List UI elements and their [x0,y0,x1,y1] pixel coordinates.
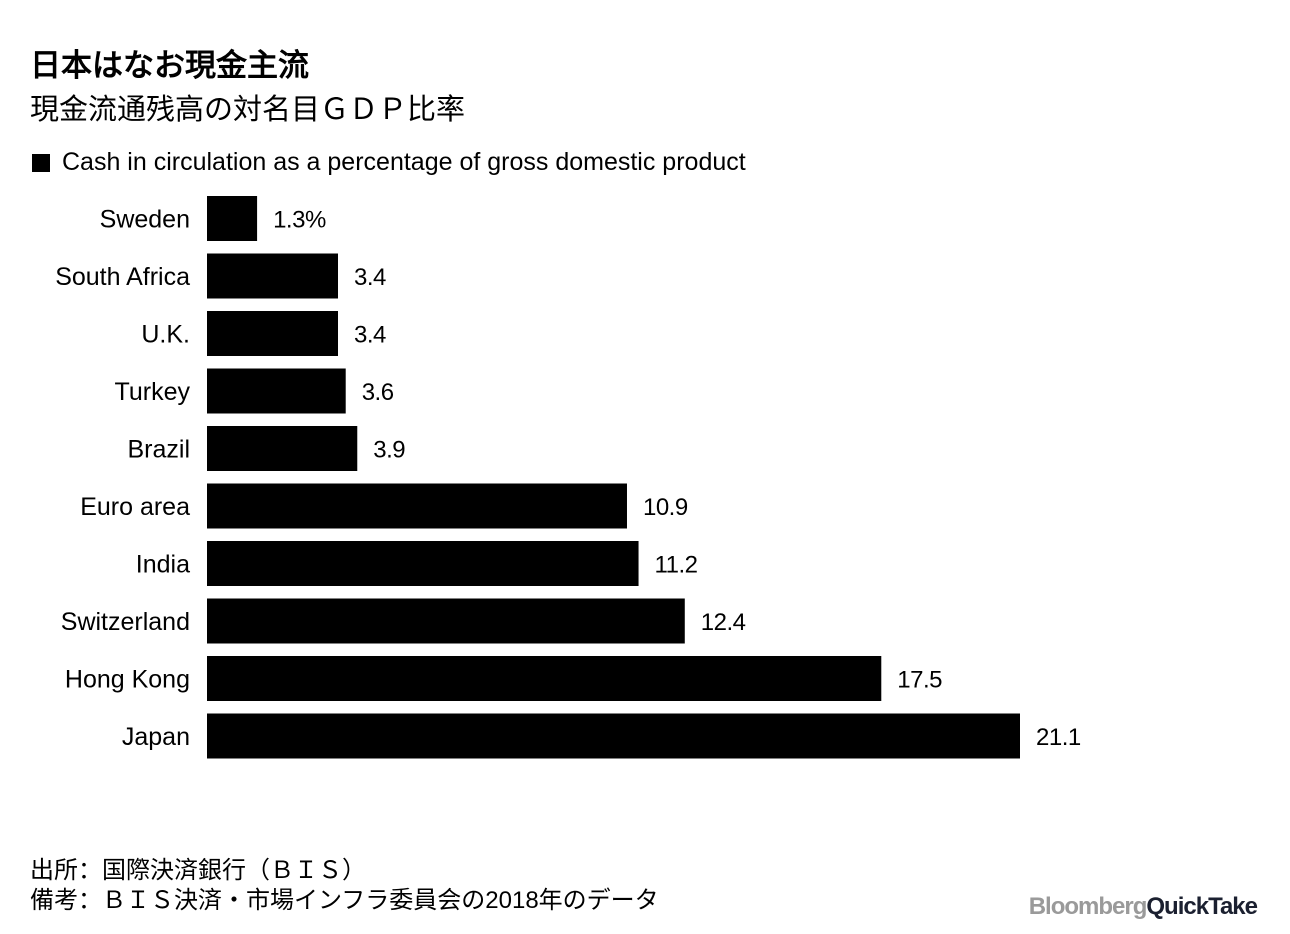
bar-9 [207,713,1020,759]
logo-quicktake: QuickTake [1146,893,1258,920]
data-label: 3.6 [362,379,394,406]
category-label: Euro area [80,493,190,521]
source-note: 出所：国際決済銀行（ＢＩＳ） [30,857,366,884]
category-label: U.K. [141,321,190,349]
bar-0 [207,196,258,241]
category-label: Sweden [100,206,190,234]
bar-8 [207,656,882,701]
category-label: Hong Kong [65,666,190,694]
legend-label: Cash in circulation as a percentage of g… [62,148,746,176]
bar-2 [207,311,339,356]
data-label: 21.1 [1036,724,1081,751]
data-label: 3.4 [354,322,386,349]
data-note: 備考：ＢＩＳ決済・市場インフラ委員会の2018年のデータ [30,887,659,914]
category-label: Japan [122,723,190,751]
legend: Cash in circulation as a percentage of g… [32,148,746,177]
bar-4 [207,426,358,471]
category-label: Switzerland [61,608,190,636]
category-label: India [136,551,190,579]
data-label: 10.9 [643,494,688,521]
bloomberg-quicktake-logo: BloombergQuickTake [1028,893,1258,921]
category-label: Turkey [115,378,191,406]
bar-1 [207,253,339,299]
chart-subtitle: 現金流通残高の対名目ＧＤＰ比率 [30,94,466,126]
legend-swatch [32,153,50,172]
category-label: South Africa [55,263,190,291]
category-label: Brazil [127,436,190,464]
data-label: 3.9 [373,437,405,464]
chart-title: 日本はなお現金主流 [30,48,309,83]
data-label: 17.5 [897,667,942,694]
bar-7 [207,598,685,644]
data-label: 12.4 [701,609,746,636]
data-label: 11.2 [655,552,698,579]
bar-5 [207,483,627,529]
logo-bloomberg: Bloomberg [1028,893,1148,920]
data-label: 3.4 [354,264,386,291]
data-label: 1.3% [273,207,326,234]
bar-6 [207,541,639,586]
bar-3 [207,368,346,414]
